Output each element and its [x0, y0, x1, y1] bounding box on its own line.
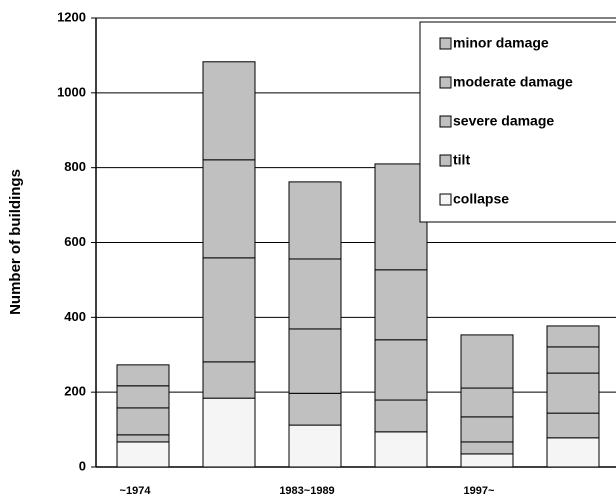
- y-tick-label: 1200: [57, 9, 86, 24]
- bar-segment: [374, 399, 428, 433]
- bar-segment: [546, 412, 600, 439]
- bar-segment: [460, 441, 514, 455]
- bar-segment: [460, 416, 514, 443]
- legend-label: collapse: [453, 191, 509, 207]
- bar-segment: [288, 181, 342, 260]
- bar-segment: [116, 385, 170, 409]
- bar-segment: [202, 361, 256, 399]
- bar-segment: [288, 424, 342, 468]
- y-axis-label: Number of buildings: [7, 169, 24, 315]
- bar-segment: [374, 339, 428, 401]
- legend-swatch: [439, 193, 452, 206]
- legend-box: [419, 21, 616, 223]
- bar-segment: [546, 325, 600, 348]
- bar-segment: [460, 453, 514, 468]
- bar-segment: [374, 431, 428, 468]
- legend-label: moderate damage: [453, 74, 573, 90]
- x-tick-label: 1997~: [464, 485, 495, 497]
- bar-segment: [288, 258, 342, 330]
- legend-label: tilt: [453, 152, 470, 168]
- bar-segment: [460, 387, 514, 418]
- x-tick-label: ~1974: [120, 485, 152, 497]
- bar-segment: [202, 61, 256, 161]
- y-tick-label: 800: [64, 159, 86, 174]
- bar-segment: [374, 163, 428, 271]
- legend-swatch: [439, 115, 452, 128]
- bar-segment: [460, 334, 514, 389]
- legend-swatch: [439, 76, 452, 89]
- y-tick-label: 1000: [57, 84, 86, 99]
- legend-swatch: [439, 154, 452, 167]
- bar-segment: [202, 159, 256, 259]
- bar-segment: [288, 392, 342, 426]
- y-tick-label: 600: [64, 234, 86, 249]
- bar-segment: [202, 397, 256, 468]
- y-tick-label: 200: [64, 384, 86, 399]
- bar-segment: [116, 407, 170, 436]
- bar-segment: [116, 441, 170, 468]
- legend-label: minor damage: [453, 35, 549, 51]
- legend-swatch: [439, 37, 452, 50]
- bar-segment: [288, 328, 342, 394]
- legend-label: severe damage: [453, 113, 554, 129]
- y-tick-label: 400: [64, 309, 86, 324]
- bar-segment: [116, 364, 170, 387]
- bar-segment: [546, 346, 600, 374]
- bar-segment: [374, 269, 428, 341]
- bar-segment: [546, 372, 600, 414]
- bar-segment: [116, 434, 170, 443]
- y-tick-label: 0: [79, 458, 86, 473]
- bar-segment: [546, 437, 600, 468]
- x-tick-label: 1983~1989: [279, 485, 334, 497]
- bar-segment: [202, 257, 256, 363]
